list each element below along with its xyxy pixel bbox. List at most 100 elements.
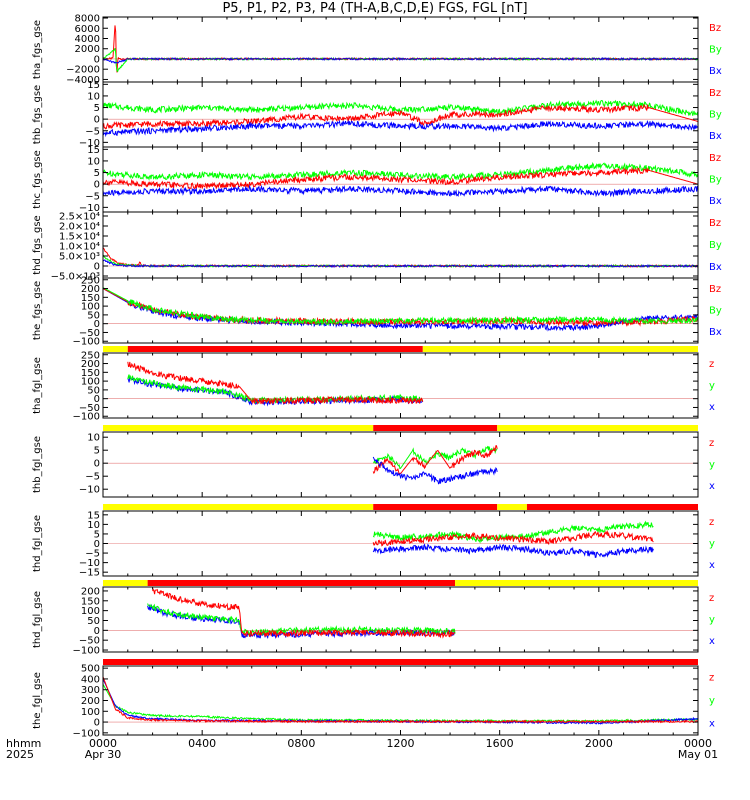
y-tick-label-9-5: 0 (94, 718, 100, 729)
y-tick-label-9-0: 500 (81, 664, 100, 675)
y-tick-label-4-1: 200 (81, 284, 100, 295)
panel-frame-5 (102, 352, 699, 419)
y-tick-label-9-4: 100 (81, 707, 100, 718)
series-line-6-z (372, 445, 498, 475)
time-tick-label-2: 0800 (287, 737, 315, 750)
y-tick-label-3-3: 1.0×10⁴ (59, 242, 100, 253)
time-tick-label-1: 0400 (188, 737, 216, 750)
status-bar-segment-8-1 (147, 580, 456, 586)
panel-6-traces (372, 445, 498, 485)
y-tick-label-1-5: −10 (79, 138, 100, 149)
y-tick-label-1-3: 0 (94, 115, 100, 126)
y-axis-label-2: thc_fgs_gse (32, 150, 43, 209)
legend-label-8-1: y (709, 615, 715, 626)
legend-label-3-2: Bx (709, 262, 722, 273)
y-tick-label-0-0: 8000 (75, 14, 100, 25)
panel-4-traces (103, 287, 698, 332)
y-tick-label-6-1: 5 (94, 446, 100, 457)
series-line-9-y (103, 684, 698, 724)
y-tick-label-9-2: 300 (81, 685, 100, 696)
y-tick-label-4-7: −100 (73, 337, 100, 348)
panel-9-traces (103, 676, 698, 725)
y-tick-label-4-3: 100 (81, 302, 100, 313)
legend-label-5-2: x (709, 402, 715, 413)
series-line-1-x (103, 119, 698, 138)
time-tick-label-5: 2000 (585, 737, 613, 750)
y-axis-label-9: the_fgl_gse (32, 672, 43, 729)
y-tick-label-2-1: 10 (87, 156, 100, 167)
y-axis-label-3: thd_fgs_gse (32, 215, 43, 274)
y-tick-label-3-1: 2.0×10⁴ (59, 222, 100, 233)
series-line-4-x (103, 288, 698, 332)
status-bar-segment-9-0 (103, 659, 698, 665)
status-bar-segment-8-0 (103, 580, 148, 586)
y-tick-label-8-3: 50 (87, 616, 100, 627)
y-tick-label-3-6: −5.0×10³ (51, 272, 100, 283)
legend-label-9-2: x (709, 719, 715, 730)
y-tick-label-3-2: 1.5×10⁴ (59, 232, 100, 243)
y-tick-label-3-4: 5.0×10³ (59, 252, 100, 263)
legend-label-7-1: y (709, 539, 715, 550)
y-axis-label-1: thb_fgs_gse (32, 85, 43, 144)
series-line-7-x (372, 543, 654, 559)
y-tick-label-0-4: 0 (94, 54, 100, 65)
status-bar-segment-6-2 (497, 425, 698, 431)
legend-label-3-1: By (709, 240, 722, 251)
panel-frame-8 (102, 586, 699, 653)
legend-label-0-2: Bx (709, 66, 722, 77)
y-tick-label-7-5: −10 (79, 558, 100, 569)
legend-label-8-0: z (709, 593, 714, 604)
series-line-5-z (127, 361, 424, 405)
y-tick-label-0-1: 6000 (75, 24, 100, 35)
y-tick-label-8-0: 200 (81, 586, 100, 597)
y-axis-label-0: tha_fgs_gse (32, 20, 43, 79)
y-axis-label-7: thd_fgl_gse (32, 515, 43, 572)
series-line-6-y (373, 445, 498, 470)
legend-label-4-0: Bz (709, 284, 721, 295)
y-tick-label-8-6: −100 (73, 646, 100, 657)
series-line-3-z (103, 247, 698, 269)
series-line-1-z (103, 103, 698, 130)
y-tick-label-9-6: −100 (73, 728, 100, 739)
time-axis: hhmm 2025 0000 0400 0800 1200 1600 2000 0000Ap… (6, 737, 718, 761)
series-line-8-z (152, 588, 456, 639)
y-tick-label-0-3: 2000 (75, 44, 100, 55)
status-bar-segment-7-3 (526, 504, 698, 510)
y-tick-label-5-1: 200 (81, 359, 100, 370)
series-line-0-z (103, 25, 698, 73)
legend-label-1-2: Bx (709, 131, 722, 142)
status-bar-segment-7-1 (373, 504, 498, 510)
y-tick-label-5-3: 100 (81, 377, 100, 388)
y-tick-label-1-2: 5 (94, 103, 100, 114)
legend-label-6-0: z (709, 438, 714, 449)
status-bar-segment-6-0 (103, 425, 374, 431)
y-tick-label-5-7: −100 (73, 412, 100, 423)
panel-2-traces (103, 161, 698, 198)
status-bar-segment-5-1 (127, 346, 423, 352)
status-bar-segment-7-0 (103, 504, 374, 510)
panel-3-traces (103, 247, 698, 269)
legend-label-0-0: Bz (709, 23, 721, 34)
panel-frame-4 (102, 277, 699, 344)
panel-frame-0 (102, 16, 699, 83)
date-label-end: May 01 (678, 748, 718, 761)
y-tick-label-0-6: −4000 (66, 75, 100, 86)
legend-label-9-1: y (709, 696, 715, 707)
panel-0-traces (103, 25, 698, 73)
legend-label-7-0: z (709, 517, 714, 528)
y-tick-label-7-3: 0 (94, 539, 100, 550)
status-bar-segment-5-2 (422, 346, 698, 352)
legend-label-9-0: z (709, 673, 714, 684)
y-tick-label-9-3: 200 (81, 696, 100, 707)
y-axis-label-4: the_fgs_gse (32, 281, 43, 340)
y-tick-label-2-0: 15 (87, 145, 100, 156)
series-line-2-y (103, 161, 698, 182)
series-line-5-y (127, 373, 423, 405)
